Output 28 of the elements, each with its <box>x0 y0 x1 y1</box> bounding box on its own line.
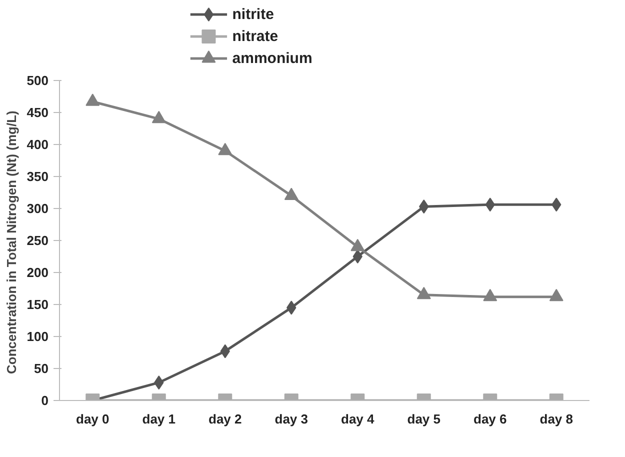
y-tick-label: 350 <box>26 169 49 184</box>
point <box>483 288 498 302</box>
y-tick-label: 250 <box>26 233 49 248</box>
legend-label: ammonium <box>232 50 312 67</box>
y-tick-label: 100 <box>26 329 49 344</box>
y-tick-label: 200 <box>26 265 49 280</box>
y-tick-label: 0 <box>41 393 49 408</box>
point <box>549 288 564 302</box>
x-tick-label: day 1 <box>142 412 176 426</box>
point <box>416 286 431 300</box>
x-tick-label: day 3 <box>274 412 308 426</box>
y-tick-label: 150 <box>26 297 49 312</box>
y-tick-label: 450 <box>26 105 49 120</box>
y-tick-label: 400 <box>26 137 49 152</box>
legend-label: nitrate <box>232 28 278 45</box>
legend-label: nitrite <box>232 6 274 23</box>
y-tick-label: 50 <box>34 361 49 376</box>
x-tick-label: day 6 <box>474 412 507 426</box>
x-tick-label: day 4 <box>341 412 376 426</box>
y-tick-label: 300 <box>26 201 49 216</box>
x-tick-label: day 0 <box>76 412 110 426</box>
y-tick-label: 500 <box>26 73 49 88</box>
x-tick-label: day 5 <box>407 412 441 426</box>
point <box>350 238 365 252</box>
x-tick-label: day 2 <box>208 412 242 426</box>
y-axis-title: Concentration in Total Nitrogen (Nt) (mg/L) <box>4 110 19 374</box>
x-tick-label: day 8 <box>540 412 574 426</box>
point <box>352 250 362 264</box>
